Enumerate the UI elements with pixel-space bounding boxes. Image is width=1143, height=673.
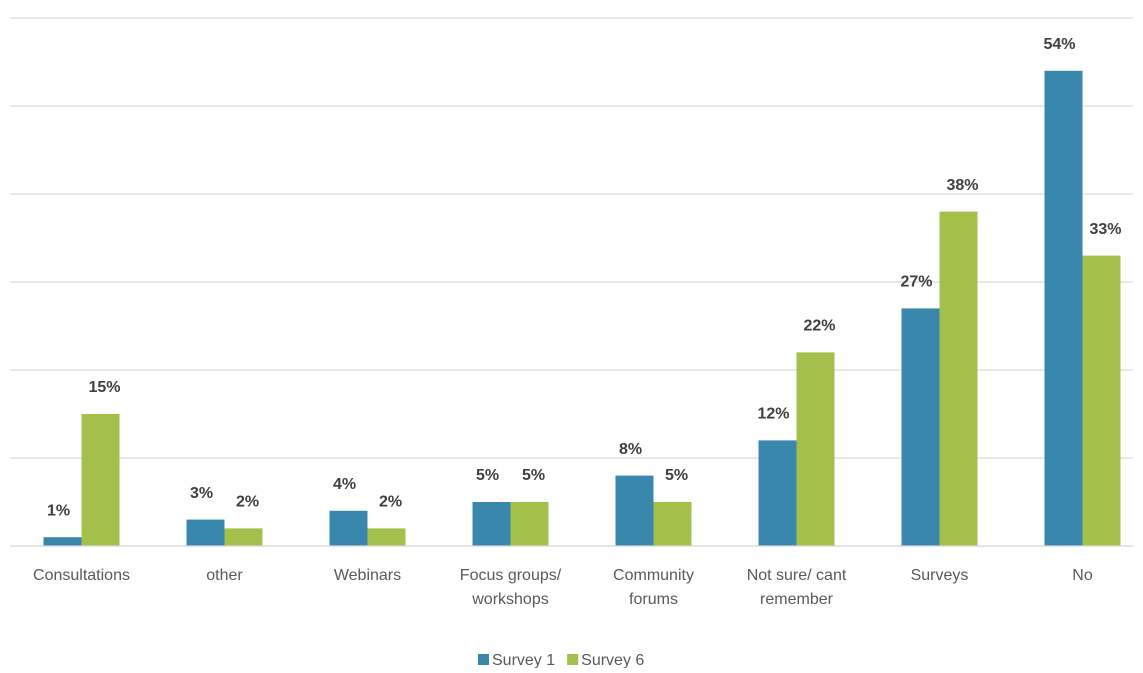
- x-tick-label: Not sure/ cant remember: [747, 567, 847, 608]
- x-tick-label: Surveys: [911, 567, 969, 584]
- data-label: 27%: [900, 274, 932, 291]
- bar: [43, 537, 82, 546]
- data-label: 2%: [236, 494, 259, 511]
- bar: [329, 510, 368, 546]
- x-tick-label: Webinars: [334, 567, 401, 584]
- data-label: 15%: [88, 379, 120, 396]
- bar: [224, 528, 263, 546]
- x-tick-label: Consultations: [33, 567, 130, 584]
- data-label: 5%: [476, 467, 499, 484]
- bar: [1044, 70, 1083, 547]
- bar: [1082, 255, 1121, 546]
- legend-label: Survey 1: [492, 652, 555, 668]
- bar: [367, 528, 406, 546]
- bar: [510, 502, 549, 546]
- legend-swatch: [567, 654, 579, 665]
- x-tick-label: other: [206, 567, 243, 584]
- bar: [901, 308, 940, 546]
- x-tick-label: No: [1072, 567, 1093, 584]
- data-label: 22%: [803, 318, 835, 335]
- bar: [758, 440, 797, 546]
- bar: [796, 352, 835, 546]
- data-label: 54%: [1043, 36, 1075, 53]
- data-label: 3%: [190, 485, 213, 502]
- data-label: 8%: [619, 441, 642, 458]
- bar: [472, 502, 511, 546]
- bar: [939, 211, 978, 546]
- data-label: 2%: [379, 494, 402, 511]
- legend-label: Survey 6: [581, 652, 644, 668]
- data-label: 38%: [946, 177, 978, 194]
- bar: [186, 519, 225, 546]
- data-label: 1%: [47, 502, 70, 519]
- data-label: 5%: [665, 467, 688, 484]
- bar: [615, 475, 654, 546]
- x-tick-label: Focus groups/workshops: [460, 567, 562, 608]
- x-tick-label: Community forums: [613, 567, 694, 608]
- data-label: 4%: [333, 476, 356, 493]
- data-label: 33%: [1089, 221, 1121, 238]
- bar: [81, 414, 120, 546]
- data-label: 5%: [522, 467, 545, 484]
- bar: [653, 502, 692, 546]
- legend-swatch: [478, 654, 489, 665]
- data-label: 12%: [757, 406, 789, 423]
